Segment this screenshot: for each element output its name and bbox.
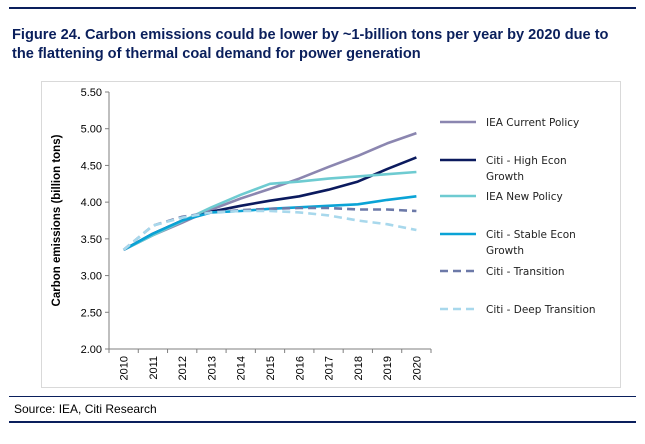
x-tick-label: 2011 — [148, 356, 160, 380]
legend-label: Citi - Stable Econ — [486, 229, 576, 241]
x-tick-label: 2018 — [353, 356, 365, 380]
legend-label: Growth — [486, 245, 524, 257]
y-tick-label: 4.00 — [81, 197, 102, 209]
y-tick-label: 5.50 — [81, 87, 102, 99]
legend-label: Citi - High Econ — [486, 155, 567, 167]
x-tick-label: 2016 — [294, 356, 306, 380]
y-axis-label-group: Carbon emissions (billion tons) — [51, 134, 63, 306]
top-rule — [9, 7, 636, 9]
legend-label: IEA Current Policy — [486, 117, 579, 129]
figure-title: Figure 24. Carbon emissions could be low… — [12, 27, 609, 62]
y-tick-label: 2.50 — [81, 307, 102, 319]
series-line-iea-current-policy — [123, 131, 417, 252]
series-line-citi-deep-transition — [122, 209, 417, 251]
legend: IEA Current Policy Citi - High Econ Growth… — [440, 117, 596, 316]
y-axis-title: Carbon emissions (billion tons) — [51, 134, 63, 306]
legend-label: Growth — [486, 171, 524, 183]
x-tick-label: 2019 — [382, 356, 394, 380]
x-tick-label: 2017 — [324, 356, 336, 380]
x-tick-label: 2015 — [265, 356, 277, 380]
x-tick-label: 2014 — [236, 356, 248, 380]
bottom-rule — [9, 396, 636, 397]
series-lines — [122, 131, 417, 252]
legend-label: IEA New Policy — [486, 191, 563, 203]
x-tick-label: 2012 — [177, 356, 189, 380]
source-note: Source: IEA, Citi Research — [14, 402, 157, 416]
x-tick-label: 2020 — [411, 356, 423, 380]
y-tick-label: 3.00 — [81, 271, 102, 283]
chart-frame — [41, 81, 621, 388]
x-axis-ticks: 2010 2011 2012 2013 2014 2015 2016 2017 2018 2019… — [108, 349, 432, 380]
y-tick-label: 2.00 — [81, 344, 102, 356]
y-axis-ticks: 2.00 2.50 3.00 3.50 4.00 4.50 5.00 5.50 — [81, 87, 109, 356]
legend-label: Citi - Transition — [486, 266, 565, 278]
series-line-citi-high-econ-growth — [122, 156, 417, 252]
x-tick-label: 2010 — [119, 356, 131, 380]
y-tick-label: 4.50 — [81, 160, 102, 172]
axes — [108, 92, 431, 350]
x-tick-label: 2013 — [206, 356, 218, 380]
y-tick-label: 3.50 — [81, 234, 102, 246]
legend-label: Citi - Deep Transition — [486, 304, 596, 316]
bottom-rule-2 — [9, 421, 636, 423]
y-tick-label: 5.00 — [81, 124, 102, 136]
